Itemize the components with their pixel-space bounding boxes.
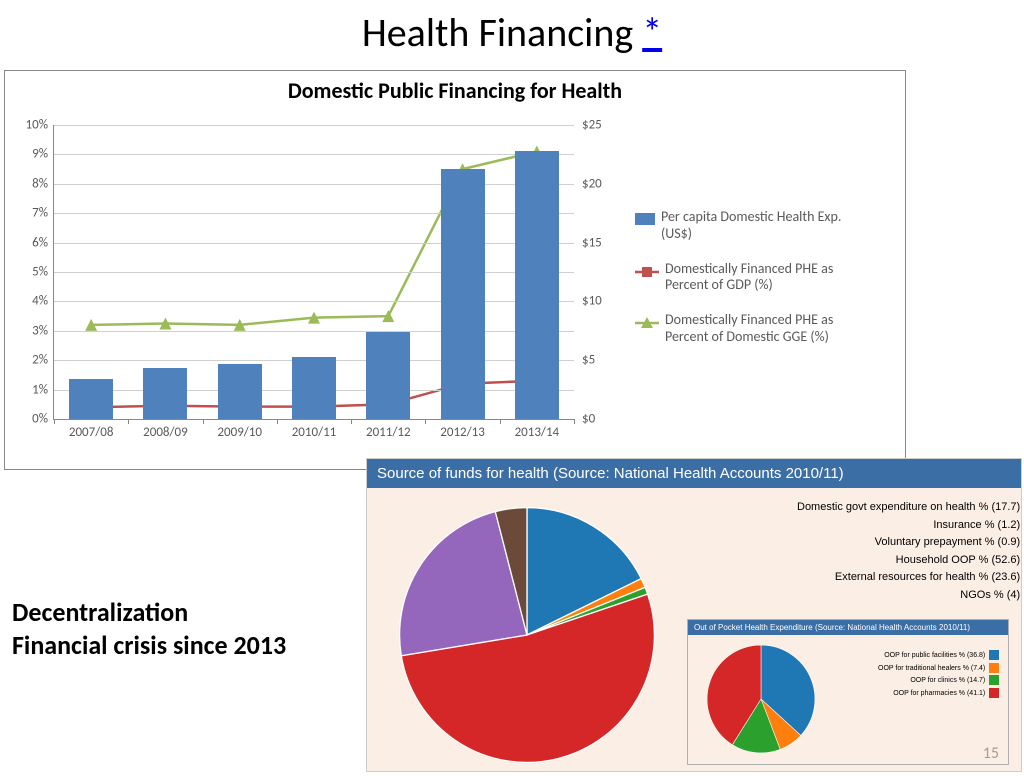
legend-swatch-gge bbox=[635, 316, 659, 330]
bar bbox=[515, 151, 559, 419]
y1-tick-label: 2% bbox=[32, 353, 48, 368]
x-tick-label: 2012/13 bbox=[428, 425, 498, 440]
y1-tick-label: 8% bbox=[32, 176, 48, 191]
panel-source-of-funds: Source of funds for health (Source: Nati… bbox=[366, 458, 1022, 772]
x-tick-label: 2008/09 bbox=[130, 425, 200, 440]
chart1-plot-area: 0%1%2%3%4%5%6%7%8%9%10%$0$5$10$15$20$252… bbox=[53, 125, 574, 420]
y1-tick-label: 7% bbox=[32, 206, 48, 221]
legend-item-bars: Per capita Domestic Health Exp. (US$) bbox=[635, 209, 875, 243]
pie-legend-item: OOP for traditional healers % (7.4) bbox=[878, 663, 999, 676]
legend-label-bars: Per capita Domestic Health Exp. (US$) bbox=[661, 209, 871, 243]
pie-main-legend: Domestic govt expenditure on health % (1… bbox=[797, 499, 1024, 605]
y2-tick-label: $15 bbox=[582, 235, 602, 250]
y2-tick-label: $5 bbox=[582, 353, 595, 368]
bar bbox=[441, 169, 485, 419]
pie-legend-item: Insurance % (1.2) bbox=[797, 517, 1024, 535]
x-tick-label: 2010/11 bbox=[279, 425, 349, 440]
legend-swatch-bar bbox=[635, 213, 655, 225]
bar bbox=[218, 364, 262, 419]
chart-domestic-financing: Domestic Public Financing for Health 0%1… bbox=[4, 70, 906, 470]
x-tick-label: 2007/08 bbox=[56, 425, 126, 440]
legend-label-gge: Domestically Financed PHE as Percent of … bbox=[665, 312, 875, 346]
chart1-title: Domestic Public Financing for Health bbox=[5, 77, 905, 104]
title-text: Health Financing bbox=[362, 8, 642, 57]
panel2-header: Source of funds for health (Source: Nati… bbox=[367, 459, 1021, 488]
pie-legend-item: NGOs % (4) bbox=[797, 587, 1024, 605]
pie-small-chart bbox=[706, 644, 816, 754]
pie-legend-item: OOP for pharmacies % (41.1) bbox=[878, 688, 999, 701]
y2-tick-label: $0 bbox=[582, 412, 595, 427]
x-tick-label: 2009/10 bbox=[205, 425, 275, 440]
pie-small-legend: OOP for public facilities % (36.8)OOP fo… bbox=[878, 650, 999, 700]
y2-tick-label: $20 bbox=[582, 176, 602, 191]
pie-legend-item: OOP for public facilities % (36.8) bbox=[878, 650, 999, 663]
x-tick-label: 2013/14 bbox=[502, 425, 572, 440]
bar bbox=[366, 332, 410, 419]
y2-tick-label: $10 bbox=[582, 294, 602, 309]
panel3-header: Out of Pocket Health Expenditure (Source… bbox=[688, 620, 1008, 635]
note-line-1: Decentralization bbox=[12, 596, 286, 629]
y1-tick-label: 0% bbox=[32, 412, 48, 427]
y1-tick-label: 6% bbox=[32, 235, 48, 250]
chart1-legend: Per capita Domestic Health Exp. (US$) Do… bbox=[635, 209, 875, 364]
pie-legend-item: Domestic govt expenditure on health % (1… bbox=[797, 499, 1024, 517]
y1-tick-label: 10% bbox=[26, 118, 48, 133]
x-tick-label: 2011/12 bbox=[353, 425, 423, 440]
bar bbox=[143, 368, 187, 419]
legend-label-gdp: Domestically Financed PHE as Percent of … bbox=[665, 261, 875, 295]
bar bbox=[292, 357, 336, 419]
pie-legend-item: OOP for clinics % (14.7) bbox=[878, 675, 999, 688]
y2-tick-label: $25 bbox=[582, 118, 602, 133]
page-number: 15 bbox=[983, 744, 999, 763]
title-asterisk-link[interactable]: * bbox=[642, 8, 662, 57]
y1-tick-label: 4% bbox=[32, 294, 48, 309]
y1-tick-label: 5% bbox=[32, 265, 48, 280]
legend-swatch-gdp bbox=[635, 265, 659, 279]
slide-notes: Decentralization Financial crisis since … bbox=[12, 596, 286, 661]
panel-oop-expenditure: Out of Pocket Health Expenditure (Source… bbox=[687, 619, 1009, 765]
slide-title: Health Financing * bbox=[0, 8, 1024, 57]
legend-item-gdp: Domestically Financed PHE as Percent of … bbox=[635, 261, 875, 295]
y1-tick-label: 9% bbox=[32, 147, 48, 162]
pie-legend-item: Voluntary prepayment % (0.9) bbox=[797, 534, 1024, 552]
pie-legend-item: Household OOP % (52.6) bbox=[797, 552, 1024, 570]
pie-main-chart bbox=[397, 505, 657, 765]
legend-item-gge: Domestically Financed PHE as Percent of … bbox=[635, 312, 875, 346]
note-line-2: Financial crisis since 2013 bbox=[12, 629, 286, 662]
bar bbox=[69, 379, 113, 419]
pie-legend-item: External resources for health % (23.6) bbox=[797, 569, 1024, 587]
y1-tick-label: 1% bbox=[32, 382, 48, 397]
y1-tick-label: 3% bbox=[32, 323, 48, 338]
